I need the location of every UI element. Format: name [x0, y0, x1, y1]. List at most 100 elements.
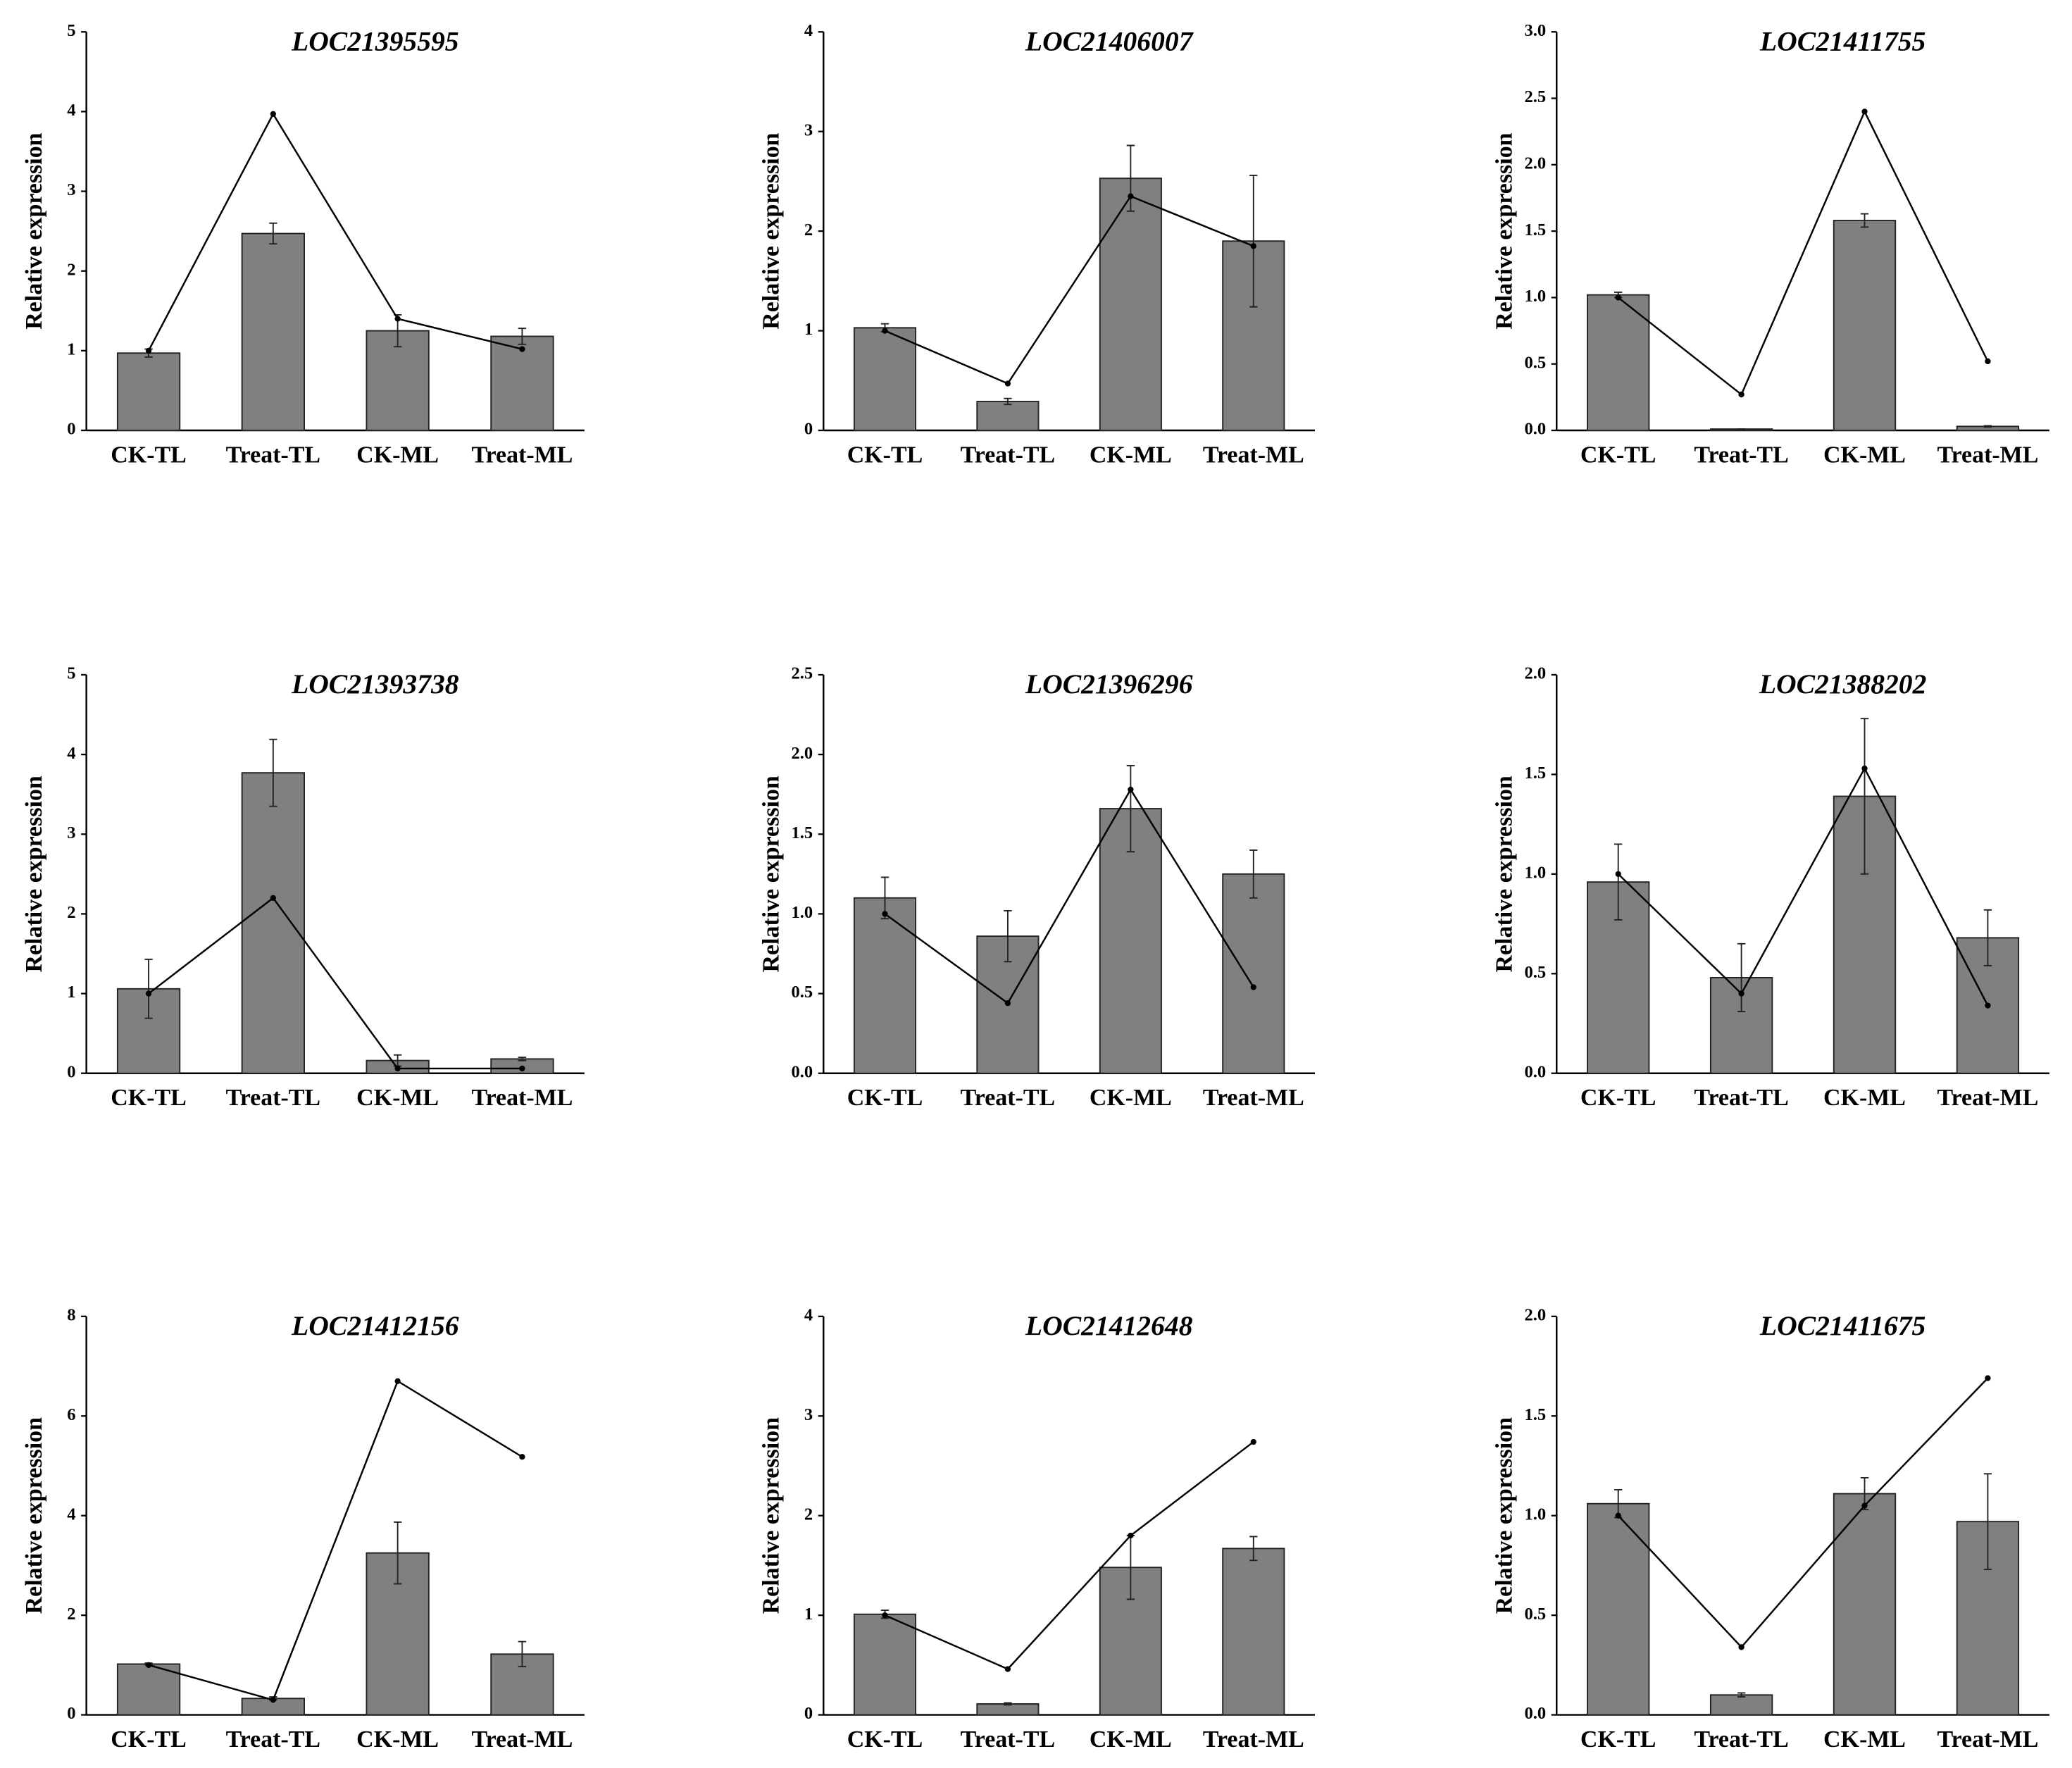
x-tick-label: Treat-ML — [1203, 1085, 1304, 1111]
x-tick-label: Treat-TL — [226, 1726, 320, 1753]
error-bar — [1614, 843, 1623, 921]
y-tick-label: 0 — [804, 420, 813, 439]
x-tick-label: Treat-ML — [1203, 442, 1304, 468]
error-bar — [1249, 849, 1258, 899]
line-point — [519, 1454, 525, 1460]
line-point — [270, 1697, 276, 1703]
y-tick-label: 2.0 — [792, 744, 813, 763]
chart-panel: LOC21388202 Relative expression 0.0 0.5 1.0 1… — [1491, 664, 2049, 1111]
line-point — [1738, 391, 1745, 398]
error-bar — [144, 958, 153, 1019]
error-bar — [1126, 765, 1135, 853]
x-tick-label: CK-TL — [111, 442, 186, 468]
y-axis-label: Relative expression — [1491, 776, 1517, 972]
y-tick-label: 0.5 — [1525, 353, 1547, 372]
bar — [241, 232, 305, 431]
y-tick-label: 0 — [67, 420, 75, 439]
y-tick-label: 1 — [67, 340, 75, 359]
bar — [1709, 1694, 1773, 1716]
x-tick-label: Treat-TL — [1694, 1085, 1788, 1111]
x-tick-label: Treat-ML — [1937, 1085, 2038, 1111]
x-tick-label: CK-TL — [1580, 442, 1656, 468]
y-axis-label: Relative expression — [1491, 132, 1517, 329]
y-tick-label: 1.5 — [1525, 764, 1547, 783]
trend-line — [885, 195, 1254, 385]
error-bar — [1249, 1536, 1258, 1562]
bar — [1833, 1493, 1897, 1716]
error-bar — [1004, 1702, 1012, 1706]
line-point — [1615, 1512, 1621, 1519]
line-point — [1985, 358, 1991, 365]
bar — [116, 352, 181, 431]
x-tick-label: CK-ML — [356, 1726, 439, 1753]
chart-title: LOC21393738 — [291, 668, 459, 699]
x-tick-label: CK-ML — [356, 1085, 439, 1111]
x-tick-label: CK-ML — [1090, 1726, 1172, 1753]
y-axis-label: Relative expression — [758, 1417, 784, 1614]
x-tick-label: Treat-ML — [1937, 442, 2038, 468]
trend-line — [148, 1379, 523, 1701]
y-tick-label: 4 — [67, 1505, 75, 1524]
error-bar — [1983, 909, 1992, 966]
x-tick-label: CK-ML — [1090, 1085, 1172, 1111]
line-point — [882, 911, 888, 917]
y-tick-label: 2.5 — [792, 664, 813, 683]
line-point — [1128, 786, 1134, 793]
y-tick-label: 4 — [67, 744, 75, 763]
y-tick-label: 0.0 — [1525, 420, 1547, 439]
y-tick-label: 1.0 — [1525, 1505, 1547, 1524]
x-tick-label: Treat-TL — [961, 442, 1055, 468]
bar — [853, 327, 917, 431]
y-tick-label: 0 — [67, 1704, 75, 1723]
line-point — [1250, 984, 1256, 990]
line-point — [1861, 765, 1868, 772]
line-point — [1250, 1438, 1256, 1445]
x-tick-label: Treat-ML — [471, 442, 573, 468]
x-tick-label: Treat-TL — [226, 442, 320, 468]
error-bar — [1737, 942, 1746, 1012]
error-bar — [518, 328, 527, 345]
x-tick-label: Treat-ML — [1937, 1726, 2038, 1753]
y-tick-label: 0 — [67, 1062, 75, 1081]
x-tick-label: Treat-ML — [1203, 1726, 1304, 1753]
x-tick-label: CK-ML — [356, 442, 439, 468]
y-tick-label: 2 — [67, 1605, 75, 1624]
trend-line — [148, 897, 523, 1070]
y-tick-label: 6 — [67, 1405, 75, 1424]
chart-title: LOC21411675 — [1759, 1310, 1926, 1341]
y-tick-label: 0.5 — [1525, 963, 1547, 982]
trend-line — [1617, 766, 1989, 1007]
line-point — [1738, 990, 1745, 997]
error-bar — [1737, 1692, 1746, 1698]
line-point — [270, 111, 276, 117]
chart-panel: LOC21393738 Relative expression 0 1 2 3 4 5 CK-T… — [21, 664, 585, 1111]
error-bar — [393, 1521, 402, 1585]
y-tick-label: 1 — [804, 1605, 813, 1624]
y-tick-label: 3.0 — [1525, 21, 1547, 40]
y-tick-label: 4 — [804, 1305, 813, 1324]
y-tick-label: 3 — [67, 180, 75, 199]
line-point — [1985, 1375, 1991, 1381]
y-axis-label: Relative expression — [758, 132, 784, 329]
bar — [1222, 1548, 1285, 1716]
bar — [1099, 808, 1162, 1074]
y-tick-label: 2.0 — [1525, 154, 1547, 173]
trend-line — [147, 112, 523, 351]
y-tick-label: 2.5 — [1525, 87, 1547, 106]
x-tick-label: CK-TL — [847, 442, 923, 468]
y-tick-label: 1 — [67, 983, 75, 1002]
chart-title: LOC21388202 — [1759, 668, 1927, 699]
y-tick-label: 2 — [67, 903, 75, 922]
line-point — [145, 1662, 152, 1668]
trend-line — [884, 787, 1254, 1004]
x-tick-label: Treat-TL — [961, 1726, 1055, 1753]
x-tick-label: CK-ML — [1823, 1726, 1906, 1753]
bar — [1833, 220, 1897, 431]
bar — [1099, 178, 1162, 431]
chart-title: LOC21406007 — [1025, 25, 1194, 56]
x-tick-label: Treat-ML — [471, 1085, 573, 1111]
y-tick-label: 0.0 — [1525, 1062, 1547, 1081]
y-tick-label: 4 — [67, 101, 75, 120]
error-bar — [1126, 144, 1135, 212]
line-point — [519, 346, 525, 352]
